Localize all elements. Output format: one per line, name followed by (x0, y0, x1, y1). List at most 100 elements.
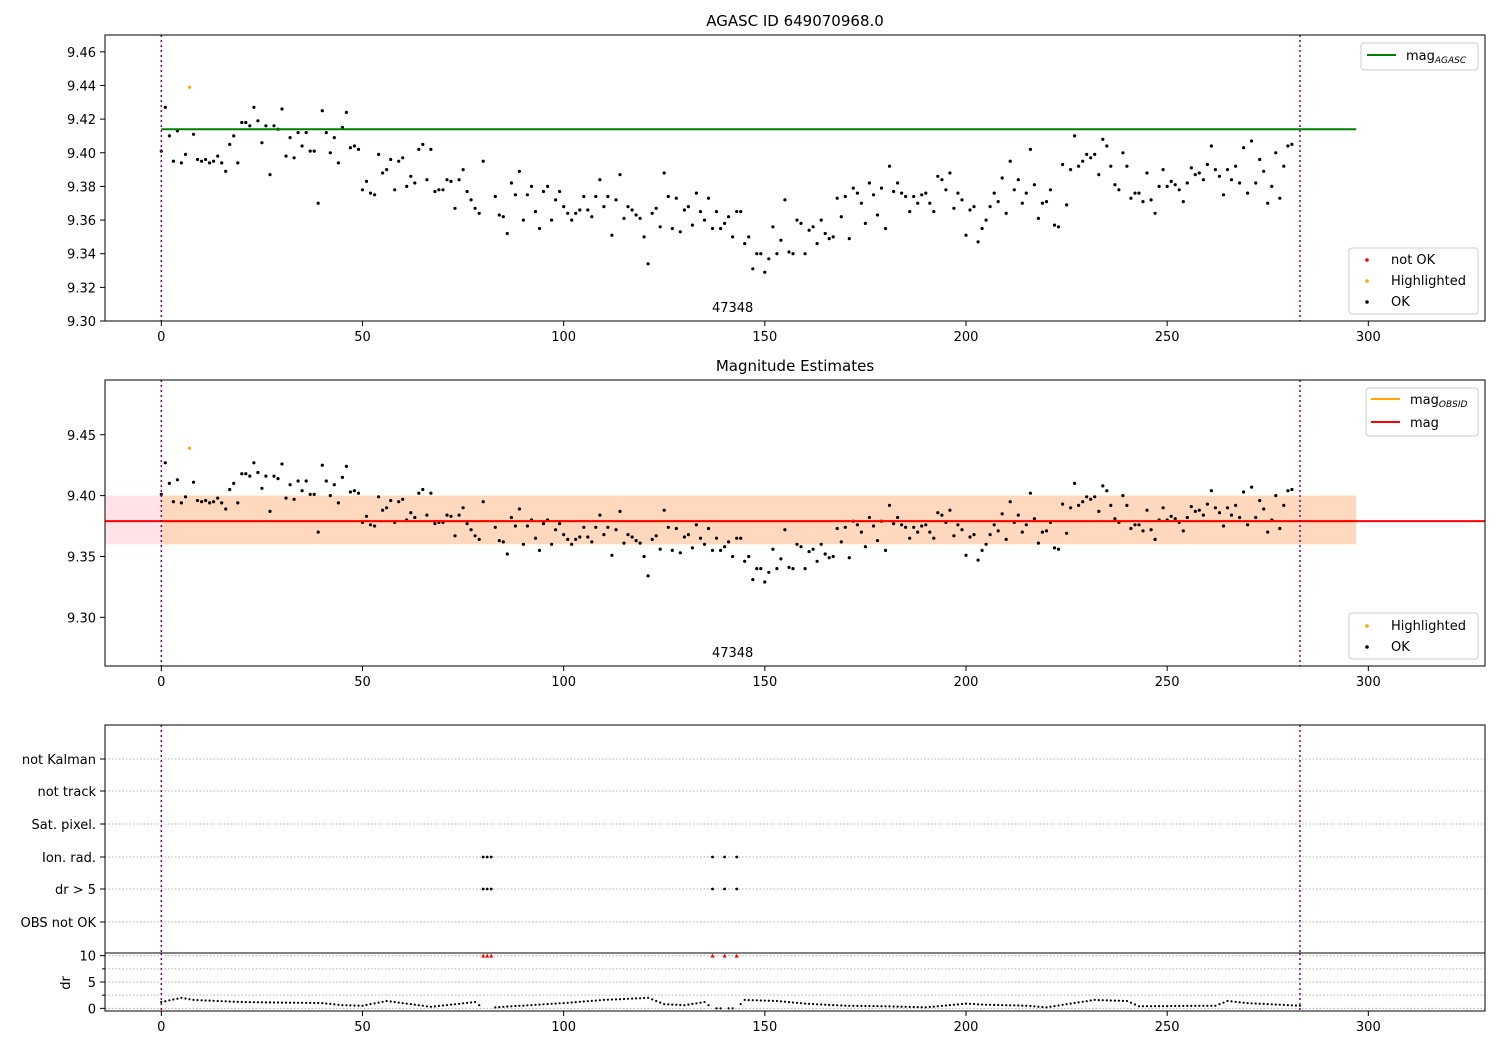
ok-point (1089, 497, 1093, 501)
ok-point (775, 252, 779, 256)
x-tick-label: 100 (551, 330, 576, 345)
dr-point (1097, 999, 1100, 1002)
ok-point (1181, 200, 1185, 204)
dr-point (333, 1003, 336, 1006)
dr-point (691, 1002, 694, 1006)
dr-point (1226, 999, 1229, 1003)
ok-point (1105, 489, 1109, 493)
ok-point (1065, 531, 1069, 535)
ok-point (839, 540, 843, 544)
x-tick-label: 200 (954, 675, 979, 690)
ok-point (1056, 225, 1061, 229)
ok-point (698, 536, 703, 540)
dr-point (993, 1003, 996, 1007)
ok-point (195, 157, 200, 162)
ok-point (871, 524, 876, 528)
ok-point (1149, 198, 1153, 202)
dr-point (381, 1000, 384, 1003)
dr-point (1246, 1002, 1249, 1005)
dr-point (622, 997, 626, 1001)
ok-point (900, 523, 904, 527)
dr-point (651, 998, 654, 1001)
x-tick-label: 0 (157, 1020, 165, 1035)
dr-point (164, 1000, 167, 1003)
ok-point (501, 540, 505, 544)
ok-point (397, 159, 401, 163)
ok-point (980, 226, 984, 231)
dr-point (421, 1004, 424, 1007)
ok-point (465, 522, 469, 526)
ok-point (272, 124, 276, 128)
ok-point (171, 500, 175, 504)
ok-point (550, 542, 554, 546)
ok-point (863, 545, 868, 549)
dr-point (667, 1003, 670, 1006)
dr-point (506, 1005, 509, 1008)
dr-point (184, 997, 187, 1000)
dr-point (1266, 1003, 1269, 1006)
ok-point (425, 513, 429, 517)
ok-point (356, 147, 361, 151)
ok-point (493, 525, 497, 529)
dr-point (502, 1005, 505, 1008)
ok-point (960, 198, 964, 202)
dr-point (1274, 1003, 1277, 1006)
dr-point (952, 1003, 956, 1006)
ok-point (1217, 174, 1222, 178)
ok-point (1234, 503, 1238, 507)
ok-point (795, 218, 799, 222)
ok-point (212, 500, 216, 504)
dr-point (916, 1006, 919, 1009)
ok-point (1169, 514, 1173, 518)
dr-point (812, 1002, 815, 1006)
ok-point (964, 553, 968, 557)
ok-point (759, 567, 763, 571)
dr-point (1121, 999, 1124, 1003)
dr-point (602, 998, 606, 1002)
dr-point (1101, 999, 1104, 1002)
dr-point (200, 999, 203, 1002)
ok-point (469, 528, 473, 532)
dr-point (570, 1001, 573, 1004)
ok-point (771, 547, 775, 551)
ok-point (1242, 490, 1246, 494)
ok-point (614, 198, 618, 202)
dr-point (1234, 1000, 1237, 1003)
ok-point (920, 524, 924, 528)
dr-point (840, 1004, 843, 1007)
dr-point (1053, 1005, 1056, 1008)
dr-point (240, 1000, 243, 1004)
ok-point (1000, 176, 1004, 180)
dr-point (635, 997, 638, 1000)
ok-point (892, 189, 896, 194)
dr-point (1113, 999, 1116, 1002)
ok-point (1229, 513, 1234, 517)
y-tick-label: 5 (88, 976, 96, 991)
ok-point (352, 489, 356, 493)
ok-point (1185, 181, 1189, 185)
ok-point (582, 525, 586, 529)
ok-point (1266, 530, 1270, 534)
ok-point (883, 548, 888, 553)
dr-point (168, 999, 171, 1002)
dr-point (936, 1005, 939, 1008)
ok-point (1221, 524, 1226, 528)
dr-point (1133, 1003, 1137, 1006)
ok-point (598, 513, 602, 517)
ok-point (1101, 484, 1105, 488)
ok-point (1161, 168, 1165, 172)
ok-point (755, 252, 759, 256)
ok-point (324, 131, 328, 135)
ok-point (409, 511, 413, 515)
ok-point (694, 191, 699, 195)
ok-point (678, 230, 682, 234)
dr-point (832, 1004, 835, 1007)
ok-point (831, 554, 835, 559)
ok-point (288, 136, 292, 140)
dr-point (1254, 1002, 1257, 1005)
ok-point (1133, 191, 1137, 195)
ok-point (324, 479, 328, 483)
ok-point (429, 491, 433, 495)
dr-point (860, 1004, 863, 1008)
ok-point (1189, 505, 1193, 509)
